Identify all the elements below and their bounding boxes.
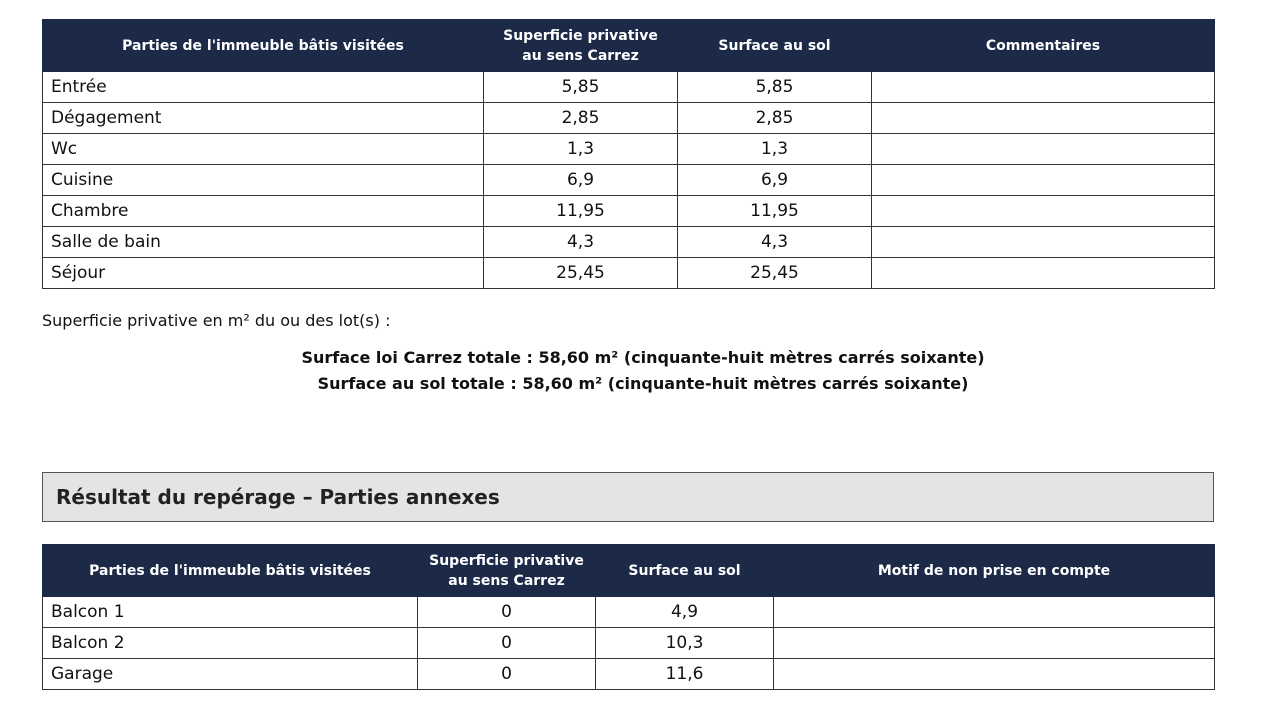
row: Balcon 1 0 4,9 xyxy=(42,596,1215,628)
cell: Balcon 2 xyxy=(42,627,418,659)
row: Wc 1,3 1,3 xyxy=(42,133,1215,165)
row: Entrée 5,85 5,85 xyxy=(42,71,1215,103)
cell: Séjour xyxy=(42,257,484,289)
empty-cell xyxy=(871,164,1215,196)
row: Garage 0 11,6 xyxy=(42,658,1215,690)
empty-cell xyxy=(871,195,1215,227)
row: Chambre 11,95 11,95 xyxy=(42,195,1215,227)
cell: 11,6 xyxy=(595,658,774,690)
empty-cell xyxy=(871,71,1215,103)
cell: Salle de bain xyxy=(42,226,484,258)
header-cell: Surface au sol xyxy=(677,19,872,72)
header-cell: Superficie privative au sens Carrez xyxy=(417,544,596,597)
cell: 1,3 xyxy=(483,133,678,165)
row: Dégagement 2,85 2,85 xyxy=(42,102,1215,134)
section-header: Résultat du repérage – Parties annexes xyxy=(42,472,1214,522)
empty-cell xyxy=(773,658,1215,690)
row: Séjour 25,45 25,45 xyxy=(42,257,1215,289)
empty-cell xyxy=(871,102,1215,134)
cell: 4,3 xyxy=(677,226,872,258)
cell: Balcon 1 xyxy=(42,596,418,628)
cell: 11,95 xyxy=(677,195,872,227)
cell: 4,3 xyxy=(483,226,678,258)
header-cell: Parties de l'immeuble bâtis visitées xyxy=(42,19,484,72)
cell: 1,3 xyxy=(677,133,872,165)
section-title: Résultat du repérage – Parties annexes xyxy=(56,485,500,509)
cell: Dégagement xyxy=(42,102,484,134)
cell: 6,9 xyxy=(677,164,872,196)
summary-sol: Surface au sol totale : 58,60 m² (cinqua… xyxy=(317,374,969,393)
empty-cell xyxy=(871,133,1215,165)
empty-cell xyxy=(773,596,1215,628)
empty-cell xyxy=(871,257,1215,289)
cell: 5,85 xyxy=(483,71,678,103)
row: Balcon 2 0 10,3 xyxy=(42,627,1215,659)
header-row: Parties de l'immeuble bâtis visitées Supe… xyxy=(42,19,1215,72)
cell: 6,9 xyxy=(483,164,678,196)
table: Parties de l'immeuble bâtis visitées Supe… xyxy=(42,544,1215,690)
empty-cell xyxy=(773,627,1215,659)
summary-carrez: Surface loi Carrez totale : 58,60 m² (ci… xyxy=(301,348,985,367)
header-cell: Surface au sol xyxy=(595,544,774,597)
row: Salle de bain 4,3 4,3 xyxy=(42,226,1215,258)
cell: 0 xyxy=(417,627,596,659)
cell: 0 xyxy=(417,596,596,628)
summary-intro: Superficie privative en m² du ou des lot… xyxy=(42,311,391,330)
cell: Garage xyxy=(42,658,418,690)
cell: 10,3 xyxy=(595,627,774,659)
cell: 0 xyxy=(417,658,596,690)
cell: 11,95 xyxy=(483,195,678,227)
cell: 2,85 xyxy=(483,102,678,134)
cell: 4,9 xyxy=(595,596,774,628)
empty-cell xyxy=(871,226,1215,258)
cell: Wc xyxy=(42,133,484,165)
row: Cuisine 6,9 6,9 xyxy=(42,164,1215,196)
cell: Chambre xyxy=(42,195,484,227)
cell: Cuisine xyxy=(42,164,484,196)
header-cell: Parties de l'immeuble bâtis visitées xyxy=(42,544,418,597)
table: Parties de l'immeuble bâtis visitées Supe… xyxy=(42,19,1215,289)
header-row: Parties de l'immeuble bâtis visitées Supe… xyxy=(42,544,1215,597)
cell: 25,45 xyxy=(483,257,678,289)
cell: 2,85 xyxy=(677,102,872,134)
header-cell: Motif de non prise en compte xyxy=(773,544,1215,597)
cell: 25,45 xyxy=(677,257,872,289)
header-cell: Commentaires xyxy=(871,19,1215,72)
header-cell: Superficie privative au sens Carrez xyxy=(483,19,678,72)
cell: 5,85 xyxy=(677,71,872,103)
cell: Entrée xyxy=(42,71,484,103)
